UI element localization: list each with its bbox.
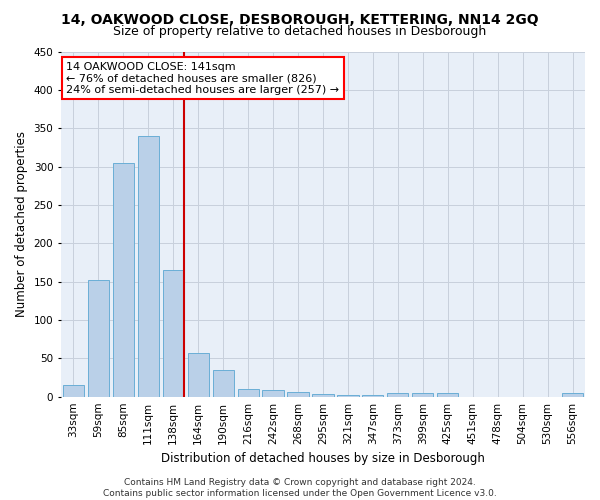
X-axis label: Distribution of detached houses by size in Desborough: Distribution of detached houses by size … — [161, 452, 485, 465]
Bar — [412, 393, 433, 396]
Bar — [238, 389, 259, 396]
Text: Contains HM Land Registry data © Crown copyright and database right 2024.
Contai: Contains HM Land Registry data © Crown c… — [103, 478, 497, 498]
Bar — [262, 390, 284, 396]
Bar — [437, 393, 458, 396]
Text: 14 OAKWOOD CLOSE: 141sqm
← 76% of detached houses are smaller (826)
24% of semi-: 14 OAKWOOD CLOSE: 141sqm ← 76% of detach… — [66, 62, 340, 95]
Bar — [63, 385, 84, 396]
Bar — [137, 136, 159, 396]
Bar — [362, 395, 383, 396]
Bar — [562, 393, 583, 396]
Bar — [113, 162, 134, 396]
Bar — [387, 393, 409, 396]
Bar — [188, 353, 209, 397]
Text: Size of property relative to detached houses in Desborough: Size of property relative to detached ho… — [113, 25, 487, 38]
Bar — [313, 394, 334, 396]
Bar — [212, 370, 234, 396]
Y-axis label: Number of detached properties: Number of detached properties — [15, 131, 28, 317]
Bar — [287, 392, 308, 396]
Bar — [337, 395, 359, 396]
Text: 14, OAKWOOD CLOSE, DESBOROUGH, KETTERING, NN14 2GQ: 14, OAKWOOD CLOSE, DESBOROUGH, KETTERING… — [61, 12, 539, 26]
Bar — [163, 270, 184, 396]
Bar — [88, 280, 109, 396]
